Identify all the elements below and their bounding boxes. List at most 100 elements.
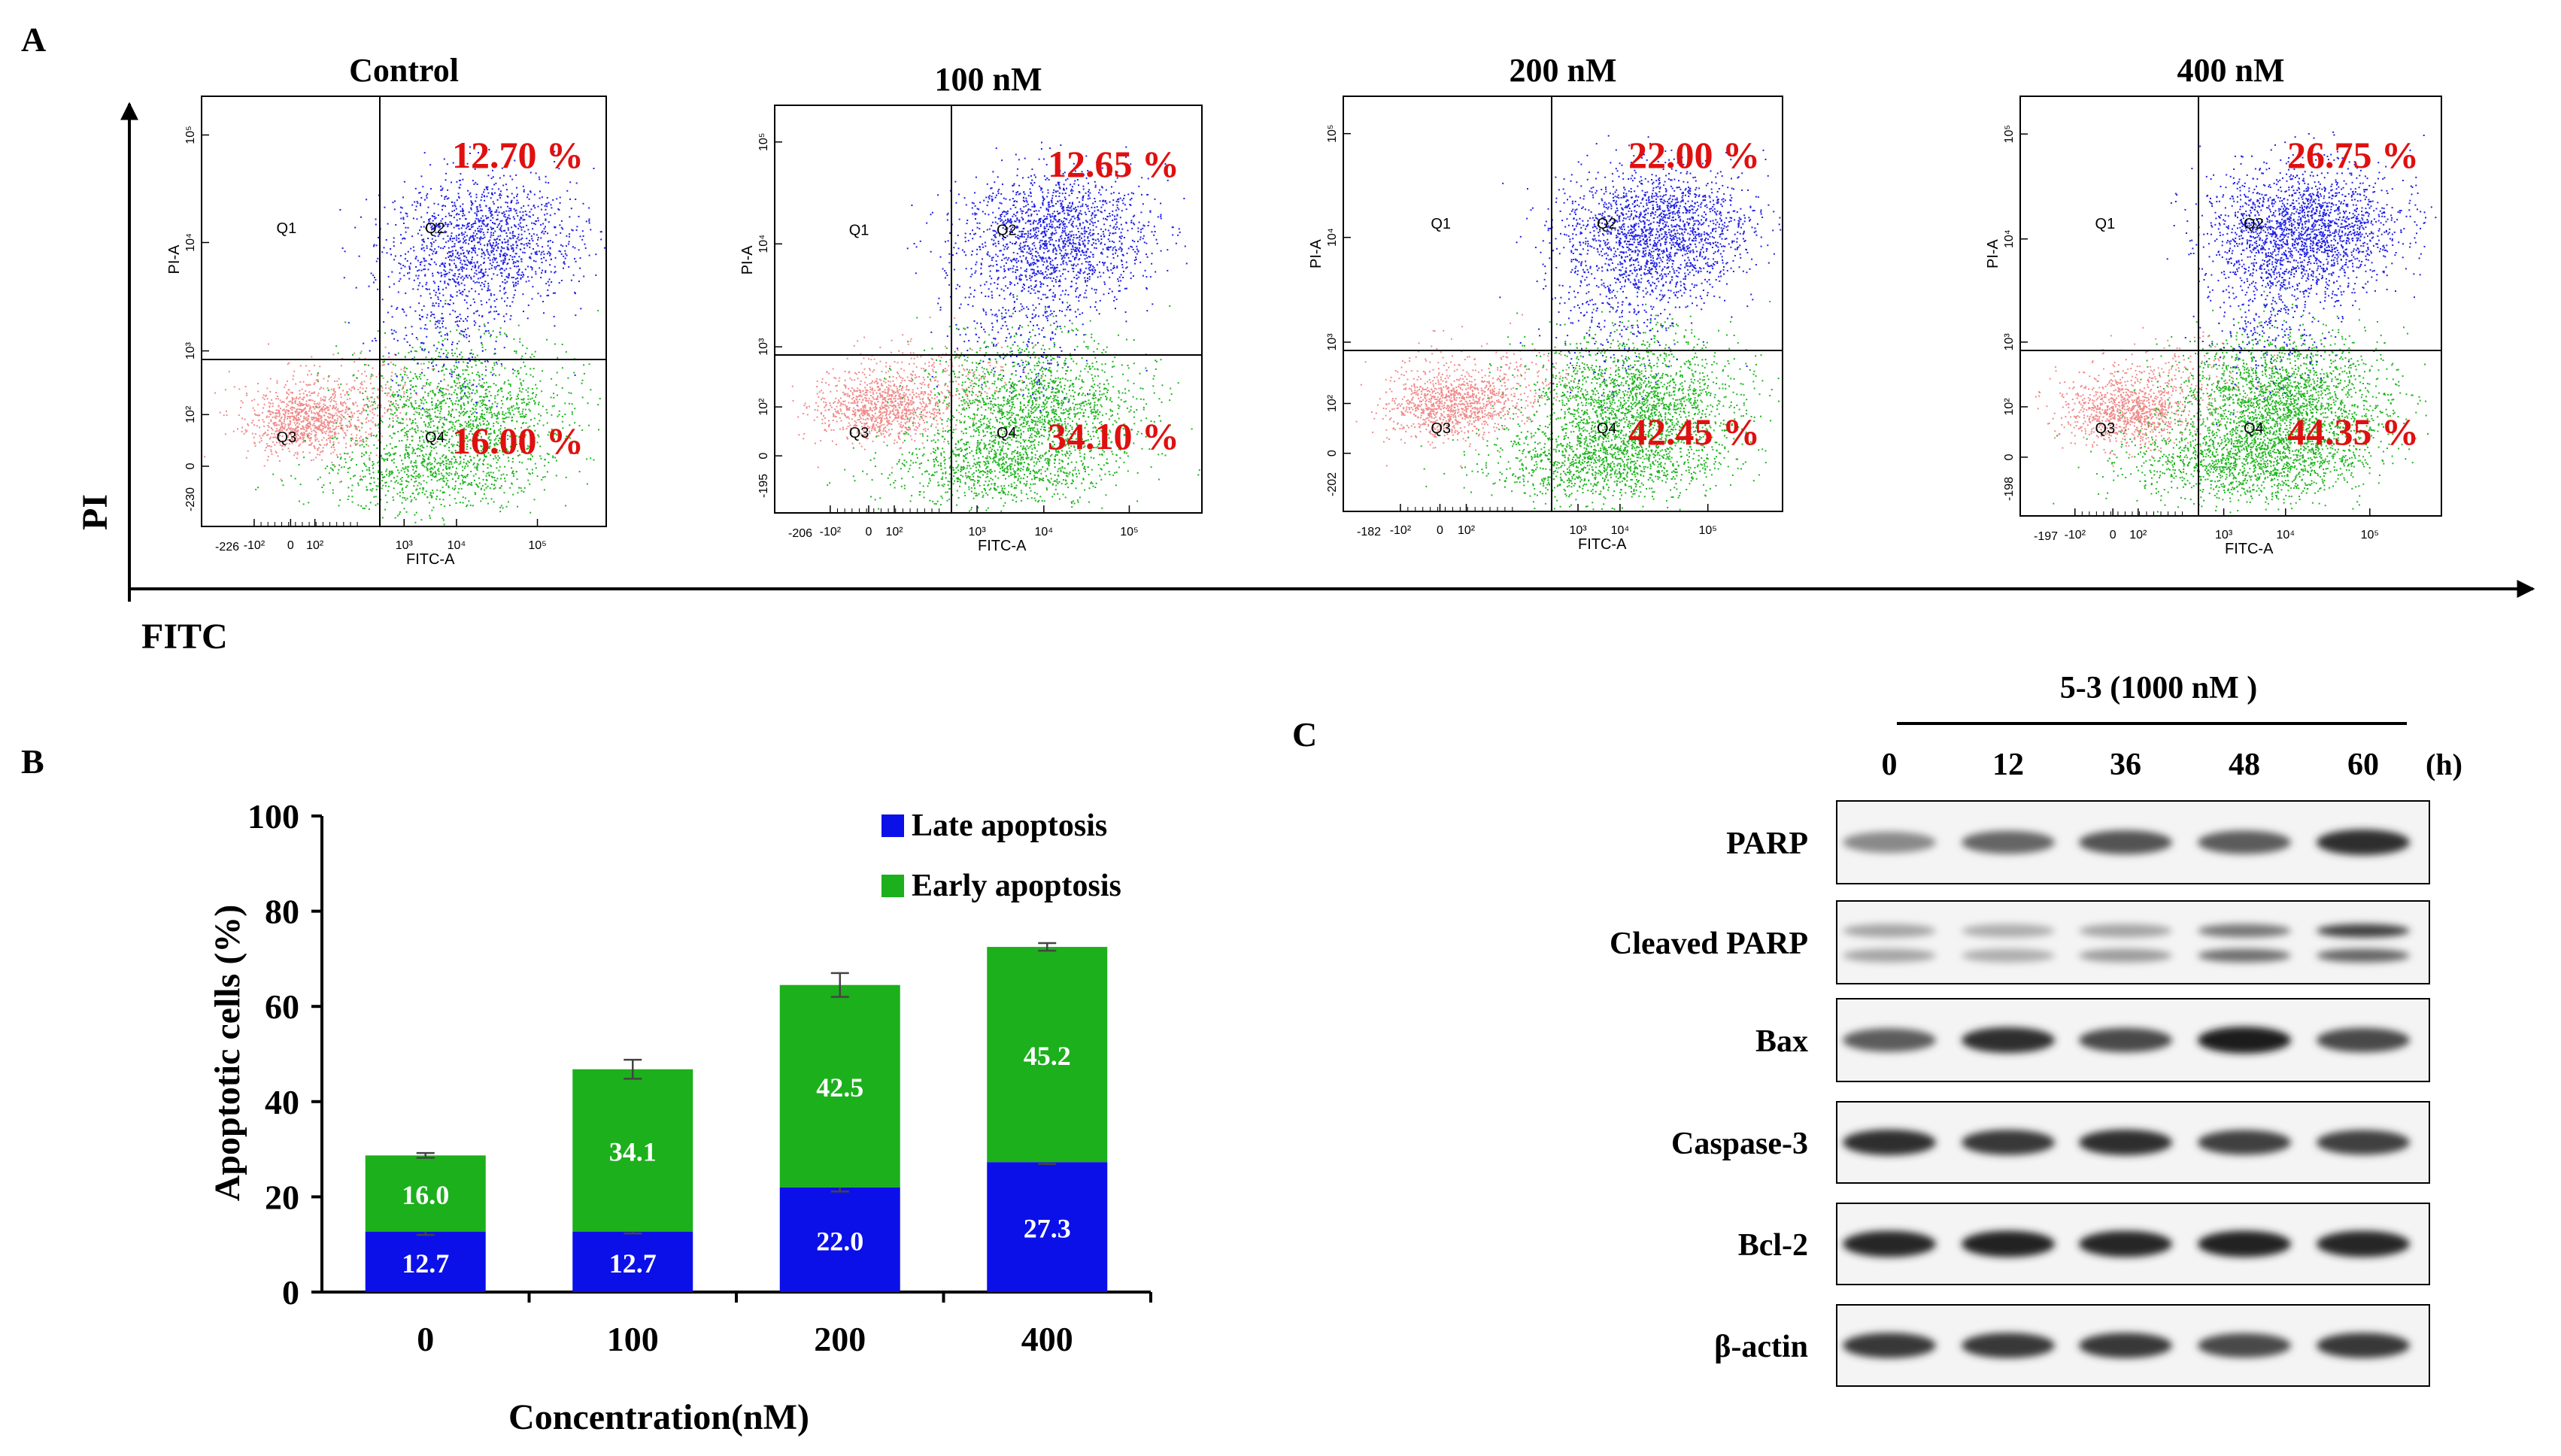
legend-label-0: Late apoptosis (912, 808, 1107, 843)
western-band (2079, 1230, 2172, 1257)
western-band (2198, 830, 2291, 854)
flow-plot-3: 400 nM Q1 Q2 Q3 Q4 26.75 % 44.35 % -197 -10² 0 10²… (1985, 52, 2442, 557)
flow-y-tick-label: 10⁵ (757, 133, 770, 151)
flow-plot-title: Control (349, 52, 459, 89)
bar-chart-ylabel: Apoptotic cells (%) (208, 905, 247, 1202)
flow-x-axis-label: FITC-A (978, 538, 1027, 554)
flow-x-tick-label: -10² (244, 539, 266, 552)
flow-outer-axes: PI FITC (75, 102, 2535, 657)
flow-x-tick-label: -10² (1390, 524, 1412, 537)
western-band (1843, 948, 1936, 963)
western-band (2079, 1333, 2172, 1358)
flow-y-min: -230 (184, 487, 197, 511)
flow-y-tick-label: 10⁴ (1326, 228, 1339, 247)
panel-label-a: A (21, 20, 46, 59)
flow-x-tick-label: 10² (2129, 529, 2147, 541)
flow-y-tick-label: 10² (184, 405, 197, 423)
flow-x-min: -206 (788, 527, 812, 540)
flow-y-tick-label: 10² (1326, 394, 1339, 412)
legend-label-1: Early apoptosis (912, 869, 1121, 903)
western-row-1: Cleaved PARP (1610, 900, 2430, 984)
flow-y-tick-label: 10³ (2003, 333, 2016, 351)
bar-y-tick-label: 80 (265, 893, 299, 931)
quadrant-label-q3: Q3 (849, 425, 869, 441)
panel-label-c: C (1292, 715, 1317, 754)
flow-pct-q2: 22.00 % (1628, 134, 1760, 176)
western-time-unit: (h) (2426, 748, 2462, 781)
western-row-0: PARP (1726, 800, 2430, 884)
flow-plot-title: 100 nM (935, 61, 1042, 98)
western-band (1843, 1129, 1936, 1156)
flow-y-min: -202 (1326, 472, 1339, 496)
flow-plot-frame (774, 105, 1203, 514)
bar-x-tick-label: 400 (1021, 1320, 1073, 1358)
western-band (2317, 1333, 2410, 1358)
western-band (2079, 1129, 2172, 1156)
western-treatment: 5-3 (1000 nM ) (2060, 671, 2257, 705)
western-band (1843, 1333, 1936, 1358)
western-band (2317, 1027, 2410, 1053)
flow-y-tick-label: 10³ (1326, 333, 1339, 351)
quadrant-label-q1: Q1 (1431, 216, 1451, 232)
flow-y-tick-label: 10³ (757, 338, 770, 356)
bar-y-tick-label: 40 (265, 1083, 299, 1121)
flow-dots (204, 146, 605, 526)
western-band (1962, 1333, 2055, 1358)
western-band (2198, 1230, 2291, 1257)
western-protein-label: Bcl-2 (1738, 1228, 1808, 1263)
western-band (1843, 924, 1936, 938)
flow-x-tick-label: 0 (2110, 529, 2116, 541)
flow-x-tick-label: 0 (1437, 524, 1443, 537)
bar-value-label: 34.1 (609, 1137, 657, 1167)
western-row-2: Bax (1755, 998, 2430, 1082)
flow-x-tick-label: 10⁵ (1699, 524, 1717, 537)
bar-value-label: 42.5 (816, 1072, 863, 1103)
bar-value-label: 12.7 (402, 1248, 449, 1279)
flow-outer-y-label: PI (75, 494, 115, 530)
bar-chart-xlabel: Concentration(nM) (508, 1397, 809, 1437)
western-band (1962, 1130, 2055, 1155)
flow-plot-0: Control Q1 Q2 Q3 Q4 12.70 % 16.00 % -226 -10² 0 10… (166, 52, 607, 568)
quadrant-label-q1: Q1 (2095, 216, 2116, 232)
flow-y-tick-label: 10⁵ (184, 126, 197, 144)
bar-x-tick-label: 100 (607, 1320, 659, 1358)
flow-y-tick-label: 10² (757, 398, 770, 416)
flow-pct-q2: 12.65 % (1048, 143, 1179, 185)
flow-x-tick-label: 10³ (969, 526, 987, 538)
western-band (2079, 948, 2172, 963)
quadrant-label-q4: Q4 (997, 425, 1017, 441)
quadrant-label-q3: Q3 (277, 429, 297, 446)
flow-x-tick-label: 10³ (1569, 524, 1587, 537)
western-protein-label: Cleaved PARP (1610, 927, 1808, 961)
quadrant-label-q2: Q2 (997, 223, 1017, 239)
western-row-3: Caspase-3 (1671, 1101, 2430, 1184)
flow-y-tick-label: 10⁴ (184, 233, 197, 252)
flow-x-axis-label: FITC-A (1578, 536, 1627, 553)
bar-x-tick-label: 0 (417, 1320, 434, 1358)
bar-segment-early (987, 947, 1108, 1163)
western-protein-label: β-actin (1714, 1330, 1808, 1364)
quadrant-label-q2: Q2 (2244, 216, 2264, 232)
western-row-5: β-actin (1714, 1304, 2430, 1387)
apoptosis-bar-chart: Apoptotic cells (%) Concentration(nM) 0 2… (208, 797, 1152, 1437)
quadrant-label-q4: Q4 (2244, 420, 2264, 437)
flow-x-tick-label: 10³ (396, 539, 414, 552)
western-protein-label: Bax (1755, 1024, 1808, 1059)
western-protein-label: PARP (1726, 827, 1808, 861)
flow-plot-frame (1343, 96, 1783, 512)
bar-segment-early (572, 1069, 693, 1232)
western-band (2317, 829, 2410, 856)
western-band (2317, 1230, 2410, 1257)
western-band (2079, 830, 2172, 854)
bar-value-label: 22.0 (816, 1226, 863, 1256)
panel-label-b: B (21, 742, 44, 781)
flow-pct-q2: 26.75 % (2287, 134, 2419, 176)
flow-outer-x-label: FITC (141, 617, 228, 657)
bar-segment-early (365, 1155, 486, 1232)
flow-y-tick-label: 10³ (184, 341, 197, 359)
western-band (2317, 1130, 2410, 1155)
quadrant-label-q4: Q4 (1597, 420, 1617, 437)
flow-y-min: -198 (2003, 477, 2016, 501)
flow-x-axis-label: FITC-A (406, 551, 455, 568)
